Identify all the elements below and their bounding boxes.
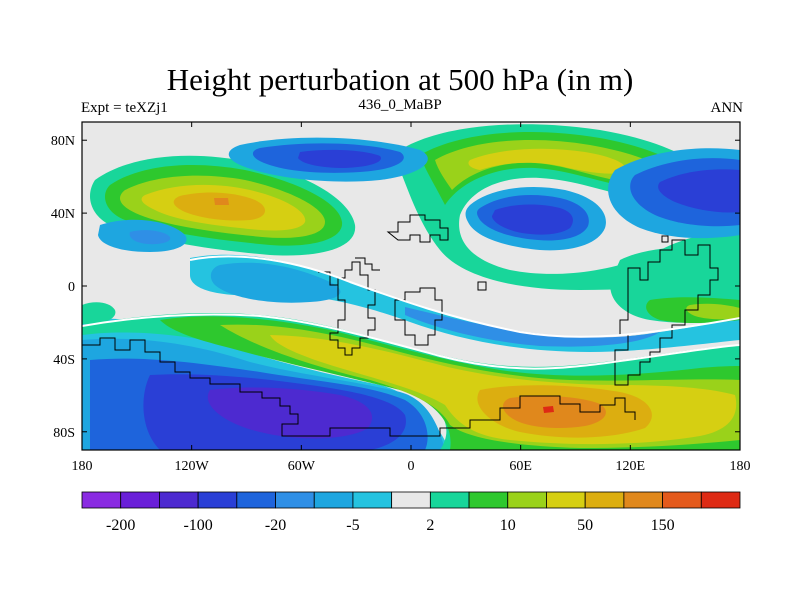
experiment-label: Expt = teXZj1: [81, 100, 168, 116]
colorbar-box: [391, 491, 431, 509]
coast-europe: [386, 214, 449, 243]
colorbar-label: -100: [183, 517, 212, 534]
colorbar-box: [700, 491, 741, 509]
colorbar-label: 50: [577, 517, 593, 534]
north-blue-3: [298, 149, 381, 168]
coast-asia-east: [614, 239, 719, 386]
colorbar-label: -200: [106, 517, 135, 534]
lon-tick-label: 0: [408, 459, 415, 474]
north-red-core: [214, 198, 229, 205]
colorbar-box: [507, 491, 547, 509]
colorbar-box: [468, 491, 509, 509]
season-label: ANN: [710, 100, 744, 116]
colorbar-label: 10: [500, 517, 516, 534]
npacific-blue-3: [658, 169, 740, 213]
coast-africa: [394, 287, 443, 346]
zero-contours: [82, 255, 740, 370]
north-orange: [173, 192, 266, 221]
tropic-east-yellow: [686, 303, 740, 320]
south-red-core: [543, 406, 554, 413]
coast-antarctica: [82, 337, 636, 437]
time-label: 436_0_MaBP: [358, 97, 442, 113]
eurasia-yellow-2: [468, 148, 626, 174]
coast-island: [477, 281, 487, 291]
colorbar-box: [275, 491, 315, 509]
lat-tick-label: 0: [68, 280, 75, 295]
axis-ticks: 80N 40N 0 40S 80S 180 120W 60W 0 60E 120E 180: [51, 122, 751, 474]
natlantic-light-blue-2: [129, 230, 171, 245]
colorbar-box: [662, 491, 702, 509]
tropic-blue-2: [210, 262, 341, 303]
map-title: Height perturbation at 500 hPa (in m): [166, 62, 634, 97]
lon-tick-label: 60W: [288, 459, 316, 474]
colorbar-box: [81, 491, 122, 509]
height-field: [82, 122, 740, 450]
tropic-blue-belt: [190, 254, 740, 352]
colorbar-box: [429, 491, 470, 509]
lon-tick-label: 60E: [509, 459, 532, 474]
eurasia-yellow: [435, 140, 668, 190]
lon-tick-label: 120E: [616, 459, 646, 474]
lat-tick-label: 40N: [51, 207, 75, 222]
coastlines: [82, 214, 719, 437]
colorbar: -200 -100 -20 -5 2 10 50 150: [81, 491, 741, 534]
colorbar-label: 2: [426, 517, 434, 534]
central-asia-blue-3: [492, 204, 573, 235]
zero-contour-tropic: [189, 255, 740, 338]
colorbar-box: [236, 491, 276, 509]
colorbar-box: [623, 491, 663, 509]
lon-tick-label: 120W: [175, 459, 210, 474]
colorbar-box: [159, 491, 199, 509]
colorbar-box: [313, 491, 354, 509]
coast-americas: [318, 261, 376, 356]
coast-sea: [661, 235, 669, 243]
colorbar-label: 150: [651, 517, 675, 534]
colorbar-box: [197, 491, 238, 509]
colorbar-box: [120, 491, 160, 509]
colorbar-label: -5: [346, 517, 359, 534]
lat-tick-label: 40S: [53, 353, 75, 368]
colorbar-box: [352, 491, 393, 509]
colorbar-box: [584, 491, 625, 509]
lon-tick-label: 180: [72, 459, 93, 474]
lat-tick-label: 80N: [51, 134, 75, 149]
colorbar-label: -20: [265, 517, 286, 534]
colorbar-box: [546, 491, 586, 509]
zero-contour-south: [82, 313, 740, 370]
lon-tick-label: 180: [730, 459, 751, 474]
tropic-west-green: [82, 302, 116, 324]
lat-tick-label: 80S: [53, 426, 75, 441]
tropic-blue-3: [405, 307, 660, 347]
coast-greenland: [355, 257, 380, 271]
